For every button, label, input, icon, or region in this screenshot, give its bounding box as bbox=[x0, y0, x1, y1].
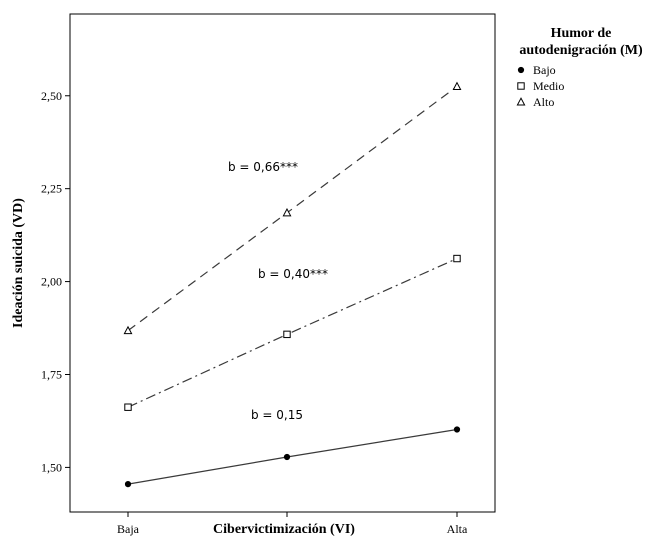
data-point-alto bbox=[452, 81, 462, 90]
x-tick-label: Baja bbox=[117, 522, 140, 536]
slope-annotation-medio: b = 0,40*** bbox=[258, 267, 328, 281]
data-point-bajo bbox=[283, 453, 291, 461]
plot-area-frame bbox=[69, 13, 496, 513]
data-point-alto bbox=[282, 207, 292, 217]
x-tick-label: Alta bbox=[447, 522, 468, 536]
data-point-alto bbox=[123, 325, 133, 335]
legend-label-medio: Medio bbox=[533, 79, 564, 93]
data-point-medio bbox=[124, 403, 132, 411]
y-axis-title: Ideación suicida (VD) bbox=[11, 198, 26, 328]
legend: Humor de autodenigración (M) Bajo Medio Al… bbox=[516, 26, 643, 109]
legend-item-alto: Alto bbox=[516, 95, 554, 109]
slope-annotation-bajo: b = 0,15 bbox=[251, 408, 303, 422]
legend-item-medio: Medio bbox=[517, 79, 564, 93]
y-tick-label: 2,00 bbox=[41, 275, 62, 289]
series-line-alto bbox=[127, 85, 458, 332]
legend-label-bajo: Bajo bbox=[533, 63, 556, 77]
y-tick-label: 1,75 bbox=[41, 367, 62, 381]
series-layer bbox=[123, 81, 462, 488]
annotation-layer: b = 0,66*** b = 0,40*** b = 0,15 bbox=[228, 160, 328, 422]
legend-label-alto: Alto bbox=[533, 95, 554, 109]
slope-annotation-alto: b = 0,66*** bbox=[228, 160, 298, 174]
data-point-medio bbox=[453, 254, 461, 263]
y-tick-label: 1,50 bbox=[41, 460, 62, 474]
data-point-medio bbox=[283, 330, 291, 339]
data-point-bajo bbox=[453, 426, 461, 433]
data-point-bajo bbox=[124, 481, 132, 488]
x-axis: Baja Alta bbox=[117, 512, 468, 536]
y-tick-label: 2,25 bbox=[41, 182, 62, 196]
legend-marker-medio bbox=[517, 82, 525, 90]
series-line-bajo bbox=[127, 428, 458, 485]
y-tick-label: 2,50 bbox=[41, 89, 62, 103]
legend-title-line-2: autodenigración (M) bbox=[519, 43, 643, 58]
x-axis-title: Cibervictimización (VI) bbox=[213, 522, 355, 537]
legend-title-line-1: Humor de bbox=[551, 26, 612, 41]
y-axis: 1,50 1,75 2,00 2,25 2,50 bbox=[41, 89, 70, 474]
legend-item-bajo: Bajo bbox=[517, 63, 556, 77]
legend-marker-bajo bbox=[517, 66, 525, 74]
legend-marker-alto bbox=[516, 97, 526, 106]
